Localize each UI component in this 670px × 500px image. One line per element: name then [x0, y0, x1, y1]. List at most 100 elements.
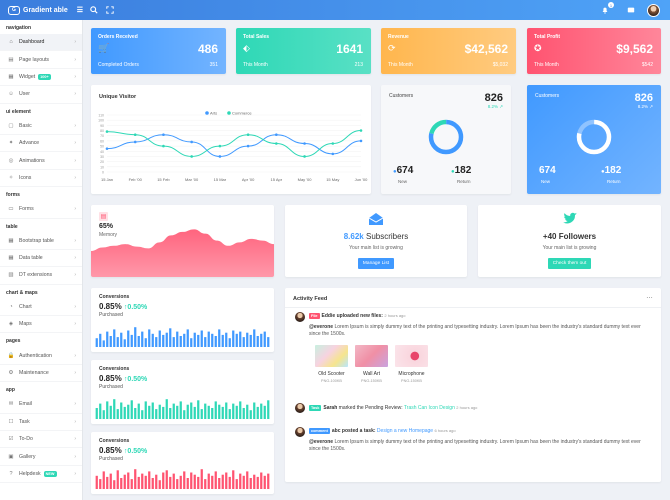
- bell-icon[interactable]: 1: [599, 2, 614, 16]
- conversions-sub: Purchased: [99, 456, 123, 462]
- file-item[interactable]: Wall Art PNG-150KB: [355, 345, 388, 383]
- donut-slice-new: [428, 119, 464, 155]
- customers-trend: 8.2% ↗: [637, 104, 653, 109]
- menu-toggle-icon[interactable]: ☰: [76, 7, 84, 14]
- x-tick-label: 15 Feb: [157, 177, 170, 182]
- sidebar-item-animations[interactable]: ◎ Animations ›: [0, 152, 82, 170]
- sidebar-item-label: Widget: [19, 73, 36, 80]
- sidebar-item-authentication[interactable]: 🔒 Authentication ›: [0, 347, 82, 365]
- sidebar-section-title: navigation: [6, 25, 32, 31]
- sidebar-item-maintenance[interactable]: ⚙ Maintenance ›: [0, 365, 82, 383]
- sidebar-item-label: Maintenance: [19, 370, 49, 377]
- stat-footer-value: 213: [354, 62, 363, 68]
- message-icon[interactable]: [625, 4, 637, 16]
- feed-header: Task Sarah marked the Pending Review: Tra…: [309, 405, 478, 411]
- award-icon: ✪: [534, 43, 542, 53]
- feed-link[interactable]: Trash Can Icon Design: [403, 405, 455, 411]
- conversion-bar: [151, 402, 154, 419]
- conversion-bar: [172, 403, 175, 419]
- extension-icon: ▧: [8, 272, 14, 279]
- conversion-bar: [207, 405, 210, 419]
- sidebar-item-page-layouts[interactable]: ▤ Page layouts ›: [0, 51, 82, 69]
- memory-percent: 65%: [99, 223, 114, 230]
- conversion-bar: [218, 329, 221, 347]
- feed-item: comment abc posted a task: Design a new H…: [295, 427, 651, 457]
- sidebar-item-email[interactable]: ✉ Email ›: [0, 396, 82, 414]
- chevron-right-icon: ›: [74, 436, 76, 443]
- sidebar-item-dt-extensions[interactable]: ▧ DT extensions ›: [0, 267, 82, 285]
- feed-link[interactable]: Design a new Homepage: [376, 428, 434, 434]
- unique-visitor-card: Unique Visitor 0 10 20 30 40 50 60 70 80 90 100 110…: [91, 85, 371, 194]
- conversion-bar: [249, 410, 252, 419]
- sidebar-item-bootstrap-table[interactable]: ▦ Bootstrap table ›: [0, 233, 82, 250]
- conversion-bar: [148, 471, 151, 489]
- sidebar-item-task[interactable]: ☐ Task ›: [0, 414, 82, 432]
- conversion-bar: [193, 474, 196, 489]
- customers-title: Customers: [535, 93, 560, 99]
- sidebar-item-widget[interactable]: ▦ Widget 100+ ›: [0, 69, 82, 87]
- sidebar-item-chart[interactable]: ◔ Chart ›: [0, 299, 82, 317]
- user-avatar[interactable]: [647, 3, 660, 17]
- arrow-up-icon: ↑: [123, 304, 128, 311]
- conversion-bar: [169, 328, 172, 347]
- check-square-icon: ☑: [8, 436, 14, 443]
- data-point: [359, 129, 363, 132]
- sidebar-item-to-do[interactable]: ☑ To-Do ›: [0, 431, 82, 449]
- sidebar-item-forms[interactable]: ▭ Forms ›: [0, 201, 82, 219]
- trend-up-icon: ↗: [649, 104, 653, 109]
- arrow-up-icon: ↑: [123, 376, 128, 383]
- more-options-icon[interactable]: …: [646, 293, 653, 300]
- file-item[interactable]: Microphone PNG-150KB: [395, 345, 428, 383]
- data-point: [275, 133, 278, 136]
- data-point: [218, 155, 222, 158]
- sidebar-item-basic[interactable]: ▢ Basic ›: [0, 118, 82, 135]
- sidebar-item-helpdesk[interactable]: ? Helpdesk NEW ›: [0, 466, 82, 484]
- conversion-bar: [211, 408, 214, 419]
- conversion-bar: [239, 401, 242, 419]
- stat-card-total-sales: Total Sales ⬖ 1641 This Month 213: [236, 28, 371, 74]
- chevron-right-icon: ›: [74, 272, 76, 279]
- tag-icon: ⬖: [243, 43, 250, 53]
- y-tick-label: 10: [100, 165, 104, 169]
- brand-logo[interactable]: G Gradient able ☰: [0, 5, 84, 15]
- sidebar-item-label: Dashboard: [19, 39, 45, 46]
- conversion-bar: [162, 334, 165, 347]
- data-point: [162, 133, 165, 136]
- conversion-bar: [113, 329, 116, 347]
- return-customers: ●182: [601, 165, 622, 176]
- conversion-bar: [95, 408, 98, 419]
- sidebar-item-data-table[interactable]: ▦ Data table ›: [0, 250, 82, 268]
- fullscreen-icon[interactable]: [104, 4, 116, 16]
- conversion-bar: [190, 472, 193, 489]
- conversion-bar: [165, 470, 168, 489]
- check-them-out-button[interactable]: Check them out: [547, 258, 592, 269]
- conversion-bar: [144, 475, 147, 489]
- conversion-bar: [225, 472, 228, 489]
- grid-icon: ▦: [8, 255, 14, 262]
- conversion-bar: [239, 473, 242, 489]
- pie-chart-icon: ◔: [9, 303, 13, 310]
- followers-sub: Your main list is growing: [542, 245, 597, 251]
- file-item[interactable]: Old Scooter PNG-100KB: [315, 345, 348, 383]
- sidebar-item-gallery[interactable]: ▣ Gallery ›: [0, 448, 82, 466]
- sidebar-item-maps[interactable]: ◈ Maps ›: [0, 316, 82, 334]
- chevron-right-icon: ›: [74, 370, 76, 377]
- stat-value: 1641: [336, 42, 363, 56]
- arrow-up-icon: ↑: [123, 448, 128, 455]
- form-icon: ▭: [8, 206, 14, 213]
- chevron-right-icon: ›: [74, 471, 76, 477]
- conversion-bar: [214, 336, 217, 347]
- sidebar-item-icons[interactable]: ✧ Icons ›: [0, 170, 82, 188]
- cart-icon: 🛒: [98, 43, 110, 53]
- sidebar-item-dashboard[interactable]: ⌂ Dashboard ›: [0, 34, 82, 52]
- manage-list-button[interactable]: Manage List: [357, 258, 395, 269]
- conversion-bar: [207, 473, 210, 489]
- stat-footer-label: This Month: [243, 62, 268, 68]
- sidebar-item-advance[interactable]: ✦ Advance ›: [0, 135, 82, 153]
- sidebar-item-user[interactable]: ☺ User ›: [0, 86, 82, 104]
- conversion-bar: [197, 400, 200, 419]
- conversion-bar: [211, 475, 214, 489]
- data-point: [246, 144, 250, 148]
- file-thumbnail: [355, 345, 388, 367]
- search-icon[interactable]: [88, 4, 100, 16]
